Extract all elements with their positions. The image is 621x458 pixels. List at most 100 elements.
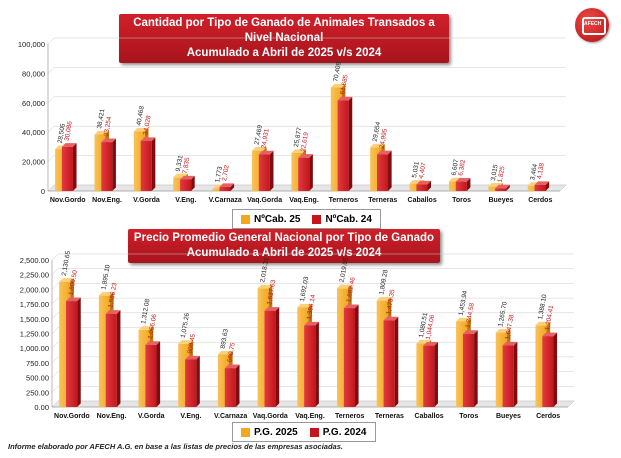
bar-front: [224, 368, 236, 407]
bar-top: [252, 147, 267, 151]
chart1-title: Cantidad por Tipo de Ganado de Animales …: [119, 14, 449, 63]
data-label: 1,586.23: [107, 282, 118, 309]
bar-side: [388, 150, 392, 191]
bar-top: [101, 138, 116, 143]
gridline: [51, 312, 59, 319]
bar-front: [455, 181, 467, 191]
bar-2024: [343, 304, 359, 407]
bar-top: [542, 332, 558, 337]
data-label: 893.63: [220, 328, 230, 349]
gridline: [51, 371, 59, 378]
bar-side: [235, 364, 240, 407]
bar-front: [98, 295, 110, 407]
data-label: 4,138: [536, 162, 546, 180]
x-tick-label: V.Carnaza: [209, 197, 242, 204]
data-label: 1,080.51: [418, 312, 429, 339]
bar-side: [315, 321, 319, 407]
x-tick-label: Vaq.Gorda: [247, 197, 282, 204]
bar-side: [269, 150, 274, 191]
y-tick-label: 750.00: [26, 359, 49, 368]
bar-side: [513, 341, 518, 407]
data-label: 40,468: [135, 105, 145, 126]
bar-front: [343, 308, 355, 407]
chart2-title-line2: Acumulado a Abril de 2025 v/s 2024: [186, 247, 382, 259]
bar-2024: [219, 183, 235, 191]
bar-front: [94, 134, 106, 191]
data-label: 1,682.46: [346, 276, 357, 303]
bar-side: [474, 330, 478, 407]
data-label: 24,995: [379, 128, 389, 149]
data-label: 1,244.58: [465, 302, 476, 329]
bar-top: [98, 291, 114, 296]
footnote: Informe elaborado por AFECH A.G. en base…: [8, 442, 343, 451]
bar-top: [140, 137, 156, 141]
bar-2024: [224, 364, 240, 407]
gridline: [47, 37, 55, 45]
data-label: 6,382: [457, 159, 467, 177]
bar-front: [495, 332, 507, 407]
legend-swatch-red: [309, 427, 319, 437]
bar-2024: [298, 154, 313, 191]
bar-2024: [542, 332, 558, 407]
x-tick-label: V.Gorda: [133, 197, 160, 204]
gridline: [51, 342, 59, 349]
legend-swatch-red: [312, 214, 322, 224]
bar-top: [61, 143, 77, 147]
data-label: 1,204.41: [544, 304, 555, 331]
legend-item-pg2025: P.G. 2025: [241, 427, 298, 438]
gridline: [47, 155, 55, 162]
bar-front: [542, 336, 554, 407]
bar-front: [383, 320, 395, 407]
data-label: 1,895.10: [100, 264, 111, 291]
data-label: 1,388.10: [537, 294, 548, 321]
data-label: 3,015: [490, 164, 500, 182]
bar-front: [304, 325, 316, 407]
x-tick-label: V.Eng.: [180, 413, 201, 420]
bar-side: [156, 341, 161, 407]
bar-front: [535, 325, 547, 407]
bar-front: [55, 149, 67, 191]
bar-top: [297, 303, 313, 308]
x-tick-label: Caballos: [414, 413, 443, 420]
bar-2024: [264, 307, 280, 407]
bar-front: [337, 100, 349, 191]
bar-side: [394, 316, 399, 407]
chart2-title: Precio Promedio General Nacional por Tip…: [128, 229, 440, 263]
y-tick-label: 100,000: [18, 40, 45, 49]
bar-side: [72, 143, 77, 191]
bar-2024: [495, 184, 510, 191]
data-label: 9,331: [175, 154, 185, 172]
bar-2024: [258, 150, 274, 191]
bar-side: [434, 342, 438, 407]
y-tick-label: 2,250.00: [20, 271, 49, 280]
gridline: [51, 268, 59, 275]
bar-side: [196, 355, 200, 407]
x-tick-label: Vaq.Eng.: [295, 413, 325, 420]
bar-side: [191, 175, 195, 191]
data-label: 2,702: [221, 164, 231, 182]
bar-top: [59, 278, 74, 282]
data-label: 1,809.28: [378, 269, 389, 296]
x-tick-label: Nov.Gordo: [50, 197, 86, 204]
x-tick-label: Terneras: [368, 197, 397, 204]
gridline: [51, 327, 59, 334]
bar-front: [409, 183, 421, 191]
bar-top: [257, 284, 273, 289]
y-tick-label: 20,000: [22, 158, 45, 167]
bar-front: [370, 147, 382, 191]
data-label: 1,453.94: [458, 290, 469, 317]
data-label: 70,409: [332, 61, 342, 82]
bar-2024: [140, 137, 156, 191]
bar-front: [173, 177, 185, 191]
chart2-legend: P.G. 2025 P.G. 2024: [232, 422, 376, 442]
data-label: 22,619: [300, 131, 310, 152]
data-label: 808.45: [187, 333, 197, 354]
data-label: 1,773: [214, 166, 224, 184]
bar-2024: [61, 143, 77, 191]
bar-front: [298, 157, 310, 191]
bar-front: [330, 87, 342, 191]
bar-2024: [145, 341, 161, 407]
bar-front: [185, 359, 197, 407]
gridline: [51, 356, 59, 364]
bar-2024: [337, 96, 353, 191]
